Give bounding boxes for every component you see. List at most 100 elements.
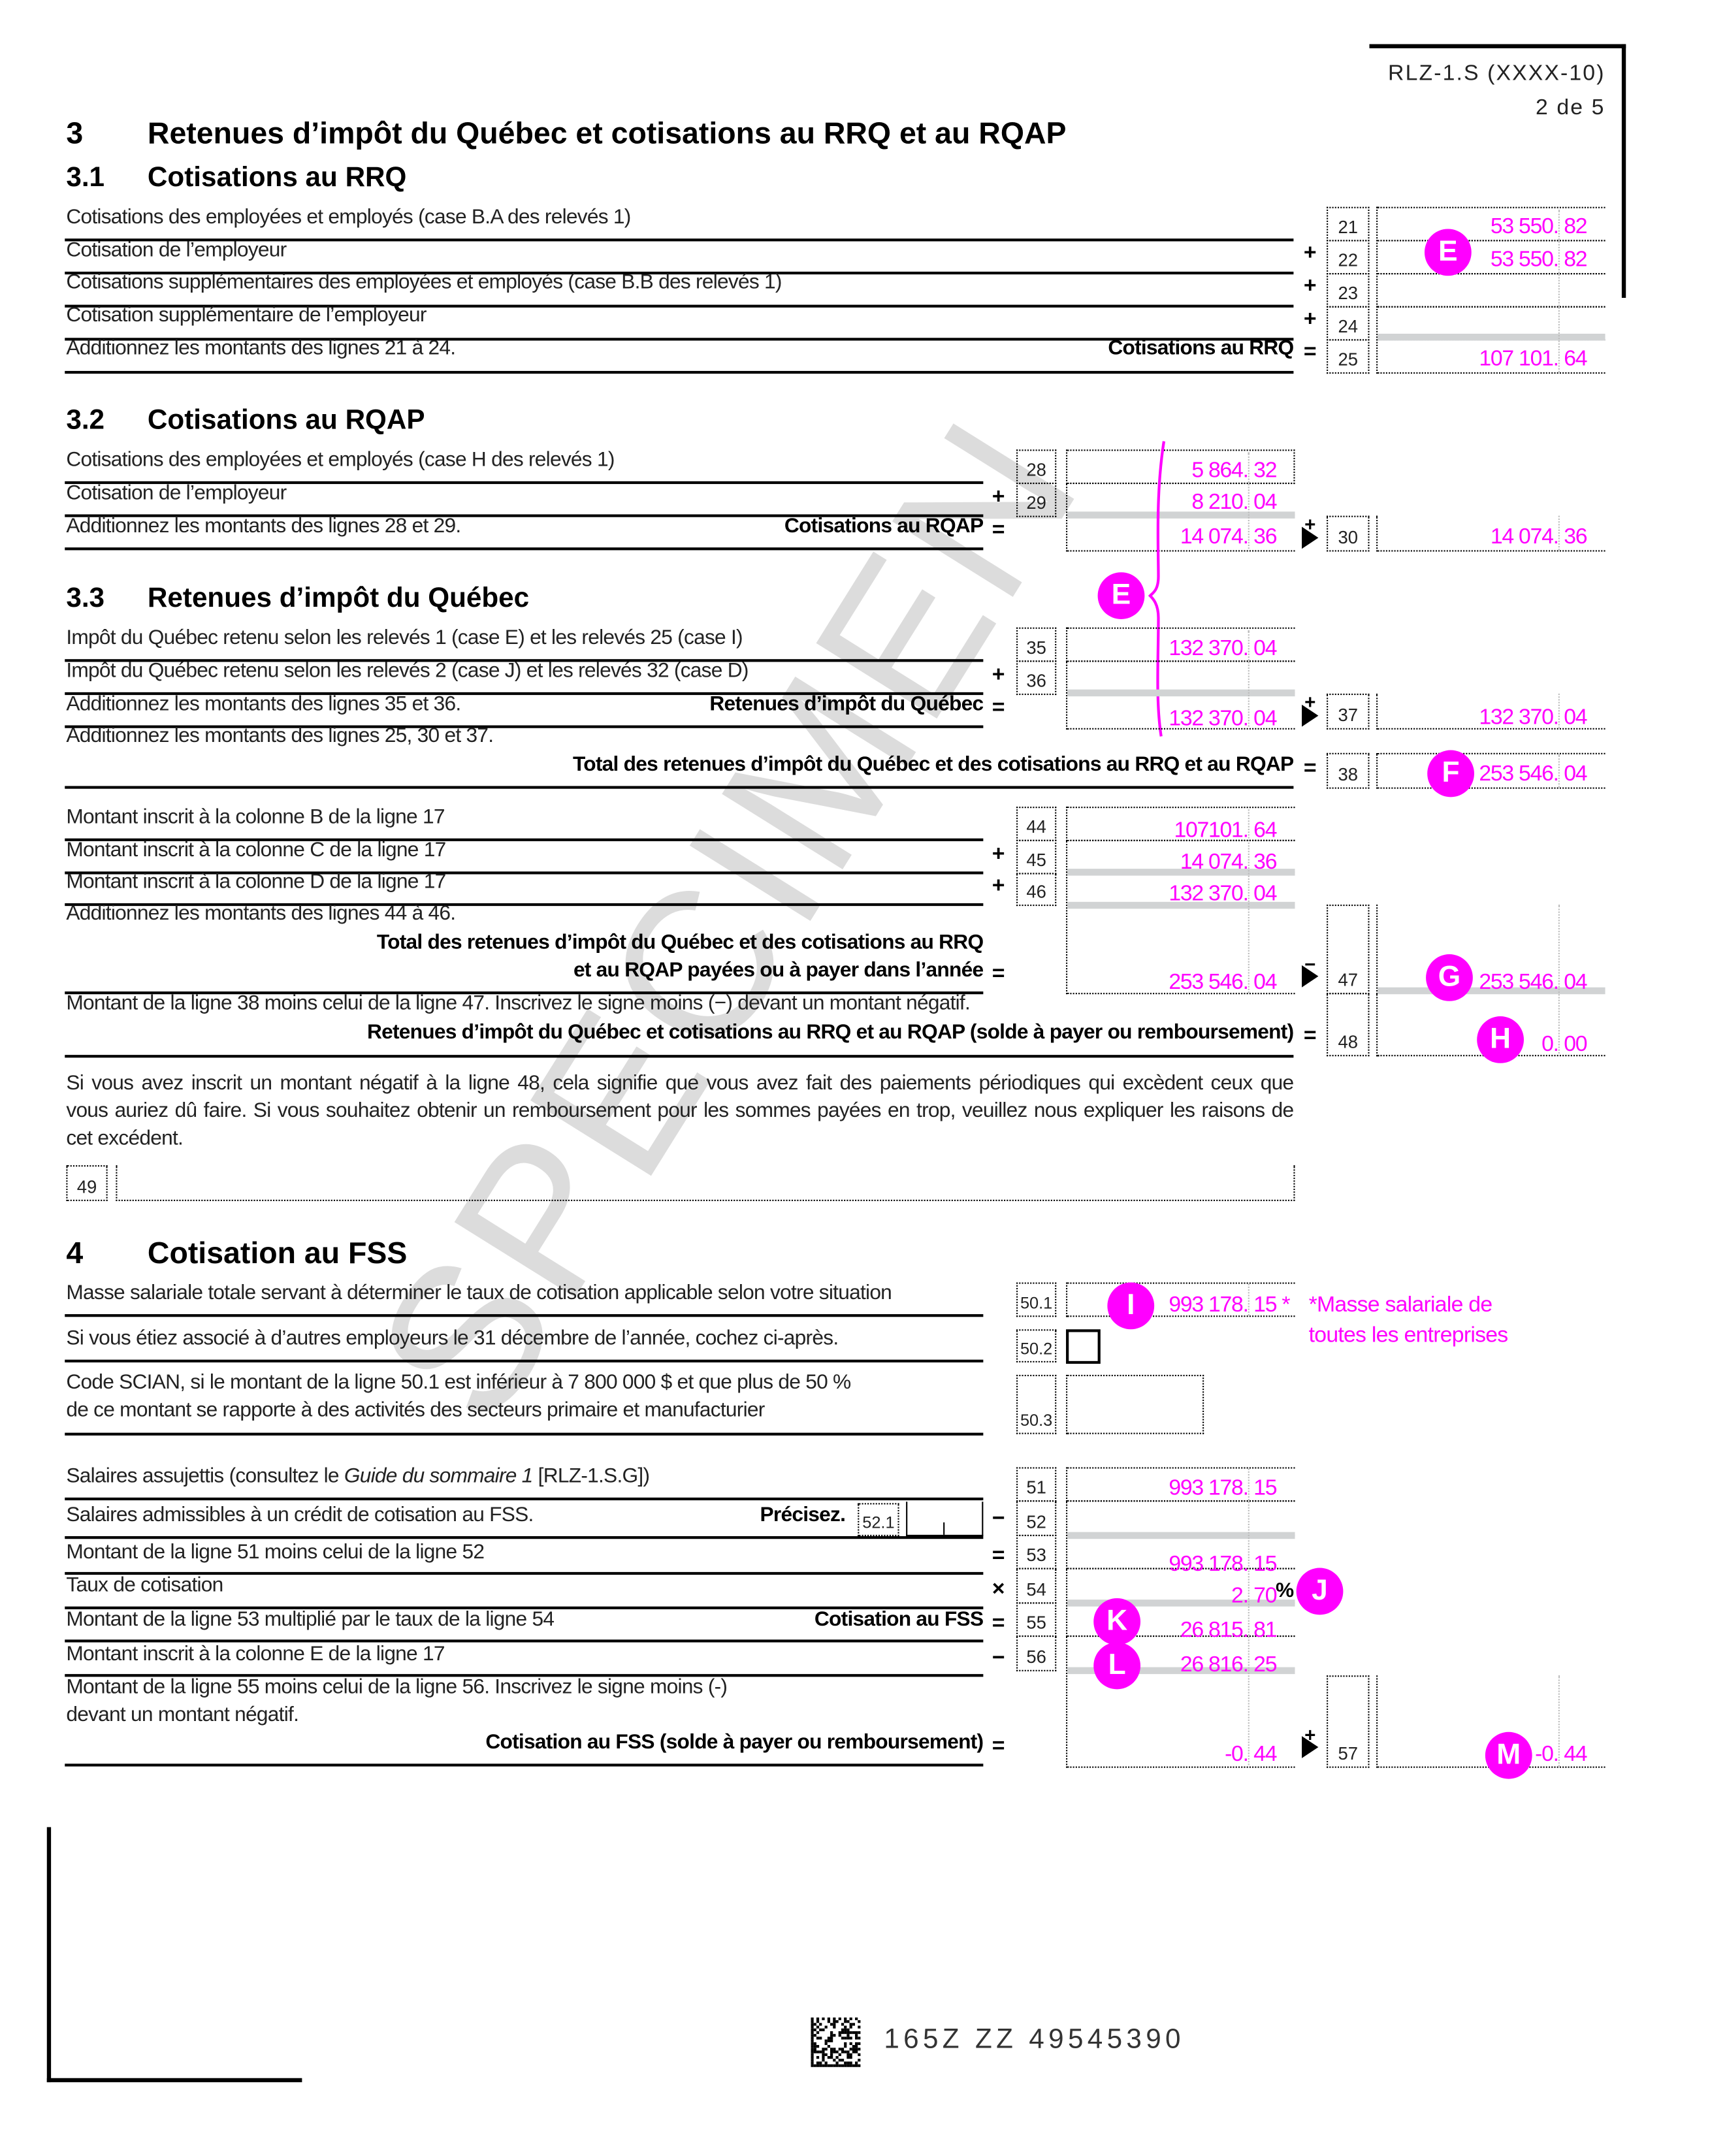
barcode-module bbox=[816, 2017, 820, 2021]
annotation-note-1: *Masse salariale de bbox=[1308, 1293, 1493, 1317]
barcode-module bbox=[849, 2064, 852, 2067]
amount-decimal: 04 bbox=[1253, 707, 1277, 731]
barcode-module bbox=[852, 2064, 856, 2067]
barcode-module bbox=[824, 2053, 828, 2056]
barcode-module bbox=[844, 2042, 847, 2046]
line-36-field[interactable] bbox=[1066, 660, 1295, 694]
divider-rule bbox=[65, 1674, 984, 1677]
barcode-module bbox=[813, 2064, 816, 2067]
line-37-amount: 132 37004 bbox=[1338, 706, 1613, 731]
barcode-module bbox=[830, 2023, 833, 2026]
barcode-module bbox=[838, 2064, 841, 2067]
decimal-divider bbox=[1248, 452, 1250, 549]
amount-decimal: 15 bbox=[1253, 1477, 1277, 1501]
divider-rule bbox=[65, 481, 984, 485]
barcode-module bbox=[838, 2031, 841, 2035]
barcode-module bbox=[833, 2034, 836, 2037]
associated-employer-checkbox[interactable] bbox=[1066, 1329, 1101, 1364]
barcode-module bbox=[822, 2055, 825, 2059]
line-23-field[interactable] bbox=[1376, 273, 1605, 308]
form-element: Salaires assujettis (consultez le bbox=[66, 1464, 344, 1488]
marker-i: I bbox=[1107, 1282, 1155, 1330]
marker-m: M bbox=[1485, 1731, 1532, 1779]
barcode-module bbox=[858, 2064, 861, 2067]
amount-integer: 253 546 bbox=[1027, 971, 1248, 995]
line-21-amount: 53 55082 bbox=[1338, 215, 1613, 240]
form-code: RLZ-1.S (XXXX-10) bbox=[1388, 62, 1605, 86]
section-3-title: Retenues d’impôt du Québec et cotisation… bbox=[147, 116, 1067, 151]
barcode-module bbox=[849, 2055, 852, 2059]
barcode-module bbox=[838, 2059, 841, 2062]
line-47-amount: 253 54604 bbox=[1338, 971, 1613, 995]
section-3-number: 3 bbox=[66, 116, 84, 151]
divider-rule bbox=[65, 871, 984, 875]
divider-rule bbox=[65, 1606, 984, 1609]
barcode-module bbox=[827, 2039, 831, 2042]
barcode-module bbox=[844, 2061, 847, 2065]
barcode-module bbox=[822, 2050, 825, 2053]
barcode-module bbox=[855, 2042, 858, 2046]
line-52-field[interactable] bbox=[1066, 1500, 1295, 1536]
barcode-module bbox=[811, 2017, 814, 2021]
barcode-module bbox=[816, 2055, 820, 2059]
barcode-module bbox=[830, 2050, 833, 2053]
divider-rule bbox=[65, 238, 1294, 242]
barcode-module bbox=[847, 2036, 850, 2040]
rqap-sum-amount: 14 07436 bbox=[1027, 525, 1303, 550]
divider-rule bbox=[65, 1536, 984, 1539]
amount-integer: -0 bbox=[1338, 1743, 1558, 1768]
barcode-module bbox=[827, 2036, 831, 2040]
barcode-module bbox=[830, 2064, 833, 2067]
barcode-module bbox=[849, 2031, 852, 2035]
barcode-module bbox=[833, 2023, 836, 2026]
line-47-sum-amount: 253 54604 bbox=[1027, 971, 1303, 995]
line-44-label: Montant inscrit à la colonne B de la lig… bbox=[66, 805, 445, 829]
line-51-amount: 993 17815 bbox=[1027, 1477, 1303, 1502]
line-56-amount: 26 81625 bbox=[1027, 1653, 1303, 1678]
decimal-divider bbox=[1248, 630, 1250, 727]
barcode-module bbox=[852, 2050, 856, 2053]
line-23-number: 23 bbox=[1327, 273, 1370, 308]
line-35-amount: 132 37004 bbox=[1027, 637, 1303, 662]
line-25-amount: 107 10164 bbox=[1338, 347, 1613, 372]
amount-decimal: 36 bbox=[1253, 525, 1277, 549]
equals-operator: = bbox=[1303, 1024, 1317, 1048]
barcode-module bbox=[811, 2034, 814, 2037]
line-52-1-field[interactable] bbox=[906, 1502, 984, 1536]
qc-tax-total-label: Retenues d’impôt du Québec bbox=[709, 692, 984, 716]
line-49-field[interactable] bbox=[116, 1165, 1295, 1201]
barcode-module bbox=[855, 2017, 858, 2021]
line-51-label: Salaires assujettis (consultez le Guide … bbox=[66, 1464, 650, 1488]
barcode-module bbox=[827, 2020, 831, 2023]
barcode-module bbox=[830, 2053, 833, 2056]
amount-integer: 26 815 bbox=[1027, 1619, 1248, 1644]
barcode-module bbox=[841, 2048, 845, 2051]
decimal-divider bbox=[1558, 754, 1560, 788]
line-36-label: Impôt du Québec retenu selon les relevés… bbox=[66, 659, 749, 683]
barcode-module bbox=[858, 2048, 861, 2051]
barcode-module bbox=[822, 2017, 825, 2021]
header-corner-side bbox=[1621, 44, 1626, 298]
line-50-3-label-2: de ce montant se rapporte à des activité… bbox=[66, 1398, 765, 1422]
amount-decimal: 04 bbox=[1253, 491, 1277, 515]
amount-integer: 0 bbox=[1338, 1033, 1558, 1057]
marker-e: E bbox=[1097, 572, 1145, 619]
amount-integer: 53 550 bbox=[1338, 215, 1558, 240]
amount-integer: -0 bbox=[1027, 1743, 1248, 1768]
equals-operator: = bbox=[992, 962, 1005, 986]
line-38-amount: 253 54604 bbox=[1338, 763, 1613, 788]
barcode-module bbox=[811, 2023, 814, 2026]
equals-operator: = bbox=[992, 518, 1005, 542]
scian-code-field[interactable] bbox=[1066, 1374, 1204, 1434]
marker-l: L bbox=[1093, 1642, 1141, 1690]
barcode-module bbox=[849, 2017, 852, 2021]
amount-integer: 14 074 bbox=[1338, 525, 1558, 550]
barcode-module bbox=[833, 2020, 836, 2023]
divider-rule bbox=[65, 659, 984, 662]
barcode-module bbox=[847, 2053, 850, 2056]
barcode-number: 165Z ZZ 49545390 bbox=[884, 2024, 1185, 2055]
line-47-field[interactable] bbox=[1376, 905, 1605, 995]
divider-rule bbox=[65, 514, 984, 517]
barcode-module bbox=[811, 2045, 814, 2048]
barcode-module bbox=[824, 2048, 828, 2051]
